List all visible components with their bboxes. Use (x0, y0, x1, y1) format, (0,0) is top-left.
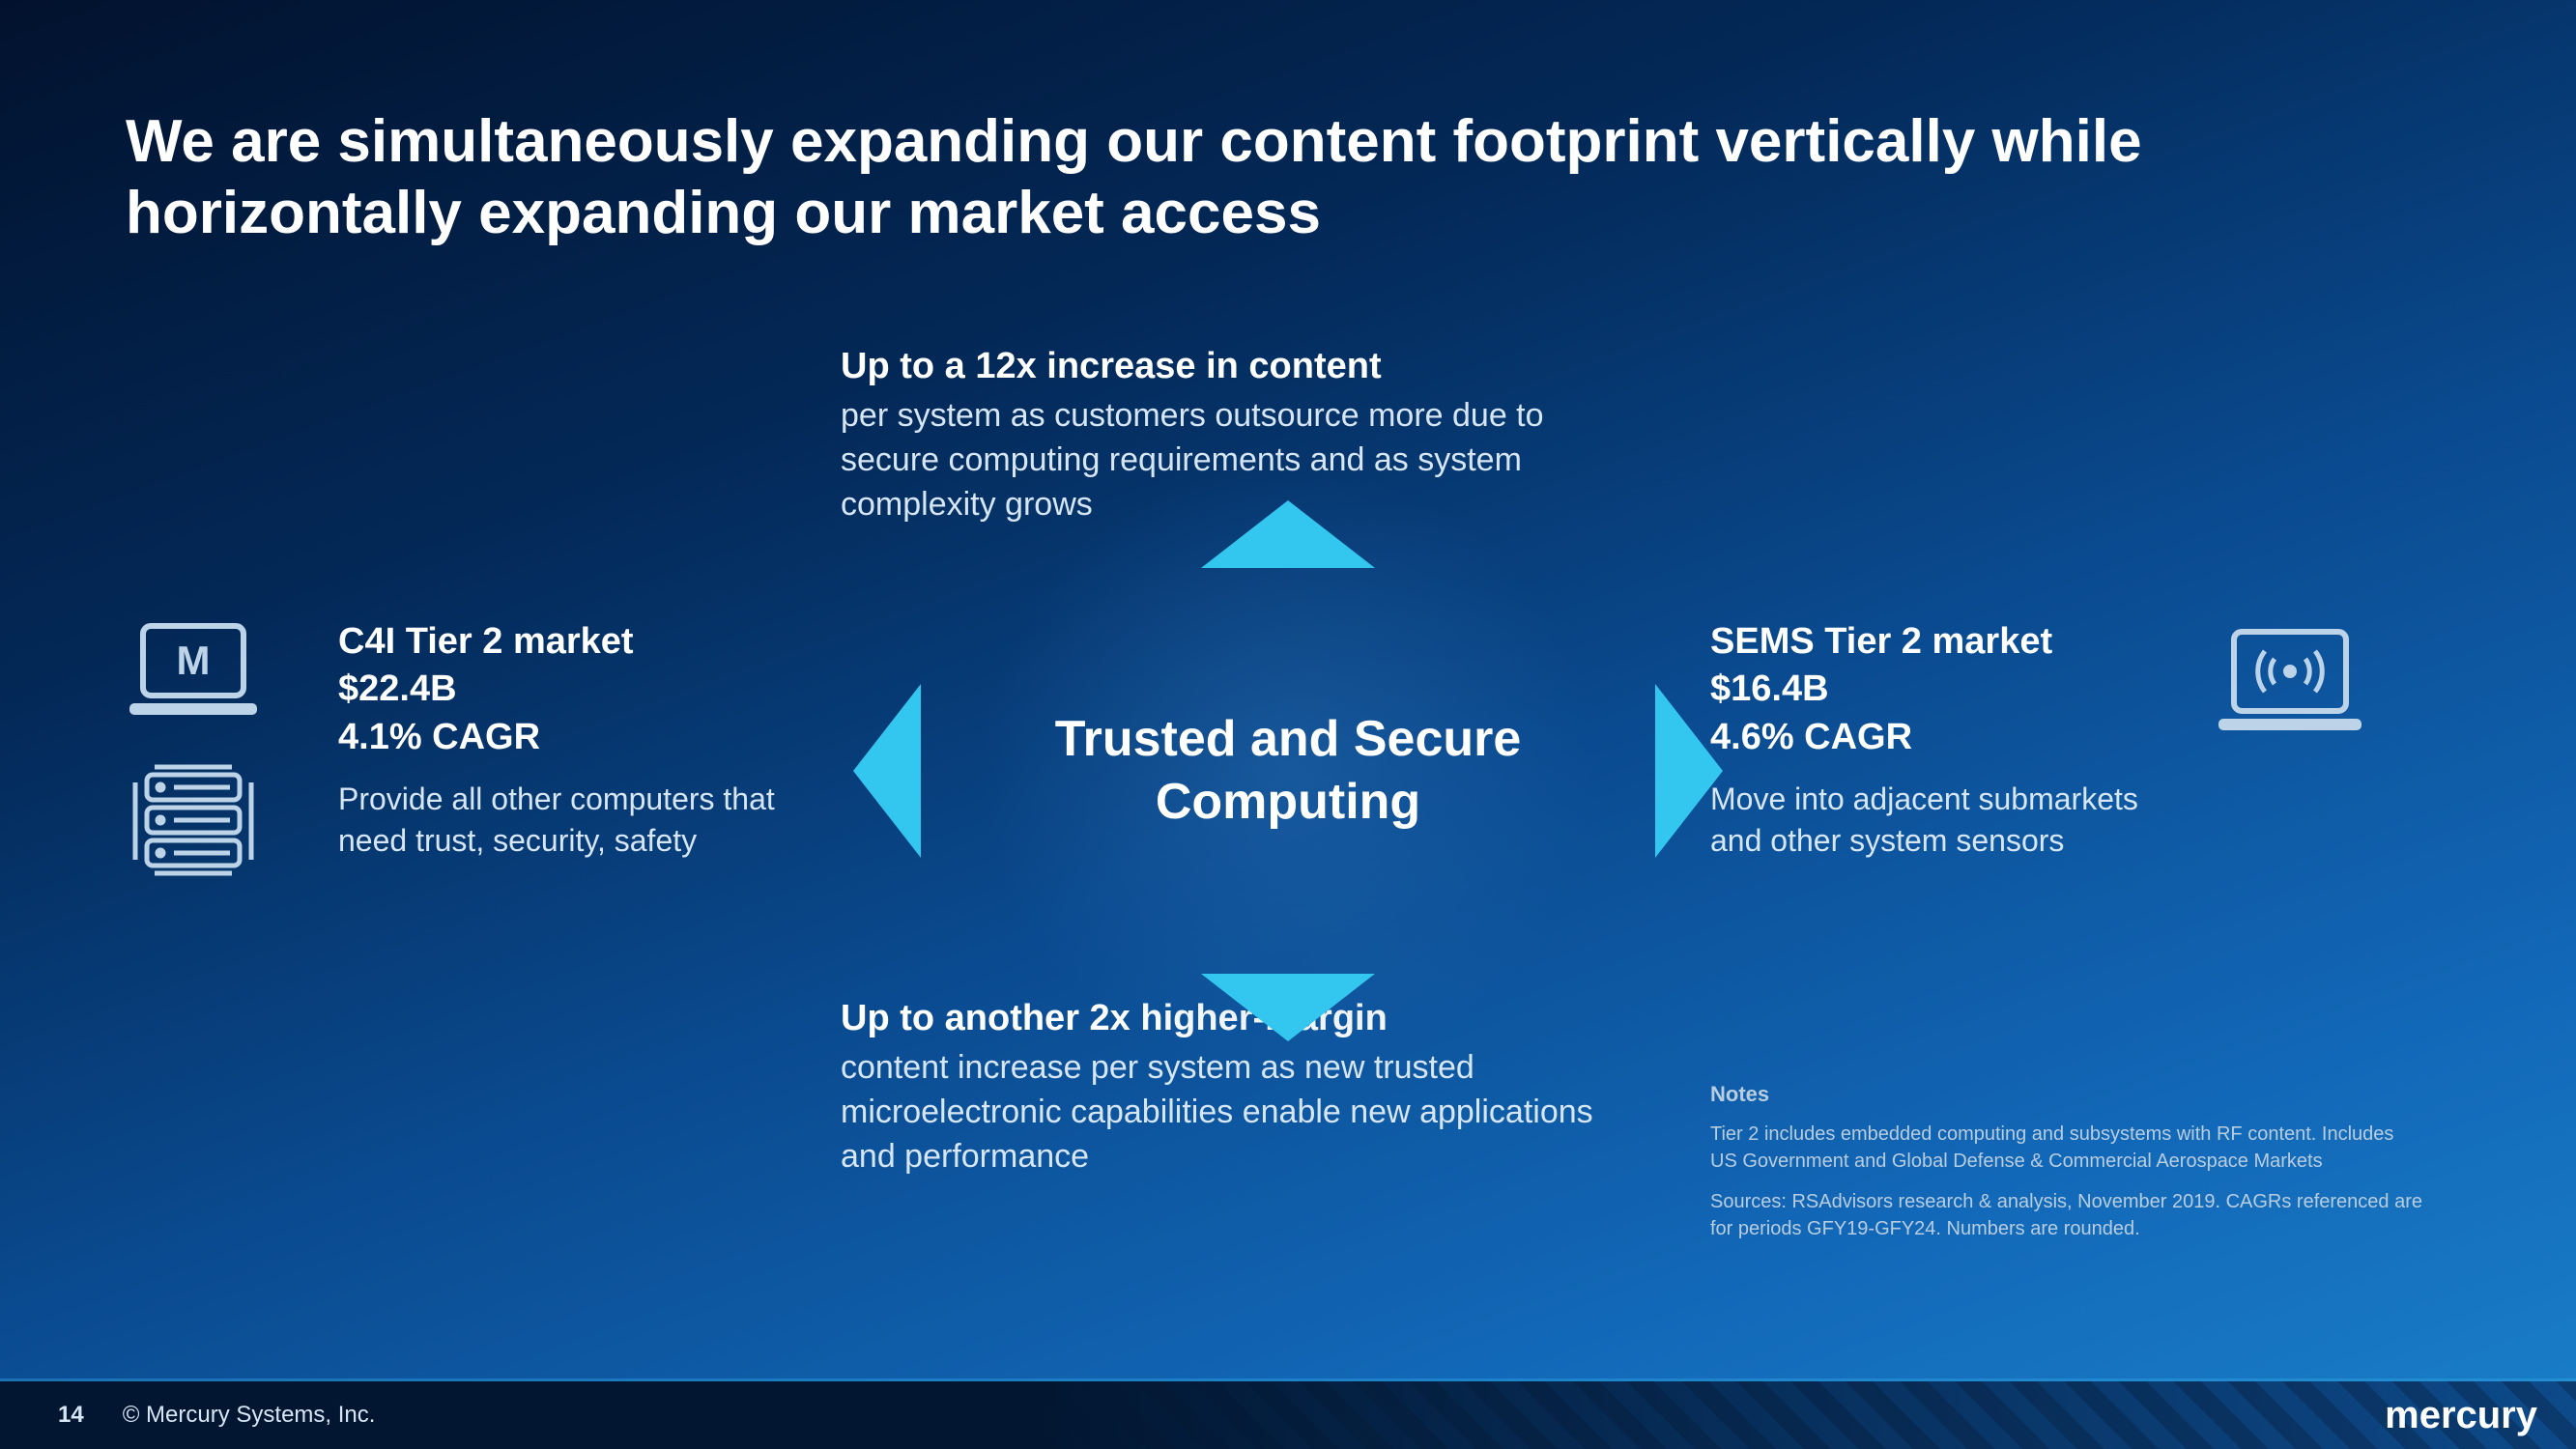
left-block: C4I Tier 2 market $22.4B 4.1% CAGR Provi… (338, 618, 783, 863)
arrow-left-icon (853, 684, 921, 858)
left-line2: $22.4B (338, 666, 783, 713)
top-bold: Up to a 12x increase in content (841, 343, 1575, 390)
laptop-signal-icon (2213, 618, 2367, 744)
arrow-up-icon (1201, 500, 1375, 568)
page-number: 14 (58, 1402, 84, 1429)
svg-text:M: M (177, 638, 211, 683)
mercury-logo: mercury (2385, 1394, 2537, 1437)
right-block: SEMS Tier 2 market $16.4B 4.6% CAGR Move… (1710, 618, 2155, 863)
right-icons (2213, 618, 2387, 744)
left-icons: M (126, 618, 300, 879)
right-line2: $16.4B (1710, 666, 2155, 713)
left-line3: 4.1% CAGR (338, 714, 783, 761)
notes-heading: Notes (1710, 1082, 2425, 1107)
right-line3: 4.6% CAGR (1710, 714, 2155, 761)
notes-block: Notes Tier 2 includes embedded computing… (1710, 1082, 2425, 1256)
left-line1: C4I Tier 2 market (338, 618, 783, 666)
server-icon (126, 763, 261, 879)
center-label: Trusted and Secure Computing (1017, 708, 1559, 834)
right-line1: SEMS Tier 2 market (1710, 618, 2155, 666)
right-sub: Move into adjacent submarkets and other … (1710, 779, 2155, 862)
slide-title: We are simultaneously expanding our cont… (126, 106, 2155, 250)
left-sub: Provide all other computers that need tr… (338, 779, 783, 862)
footer: 14 © Mercury Systems, Inc. mercury (0, 1381, 2576, 1449)
arrow-right-icon (1655, 684, 1723, 858)
laptop-m-icon: M (126, 618, 261, 724)
center-diagram: Trusted and Secure Computing (911, 539, 1665, 1003)
copyright: © Mercury Systems, Inc. (123, 1402, 376, 1429)
slide: We are simultaneously expanding our cont… (0, 0, 2576, 1449)
notes-line1: Tier 2 includes embedded computing and s… (1710, 1121, 2425, 1175)
arrow-down-icon (1201, 974, 1375, 1041)
notes-line2: Sources: RSAdvisors research & analysis,… (1710, 1188, 2425, 1242)
